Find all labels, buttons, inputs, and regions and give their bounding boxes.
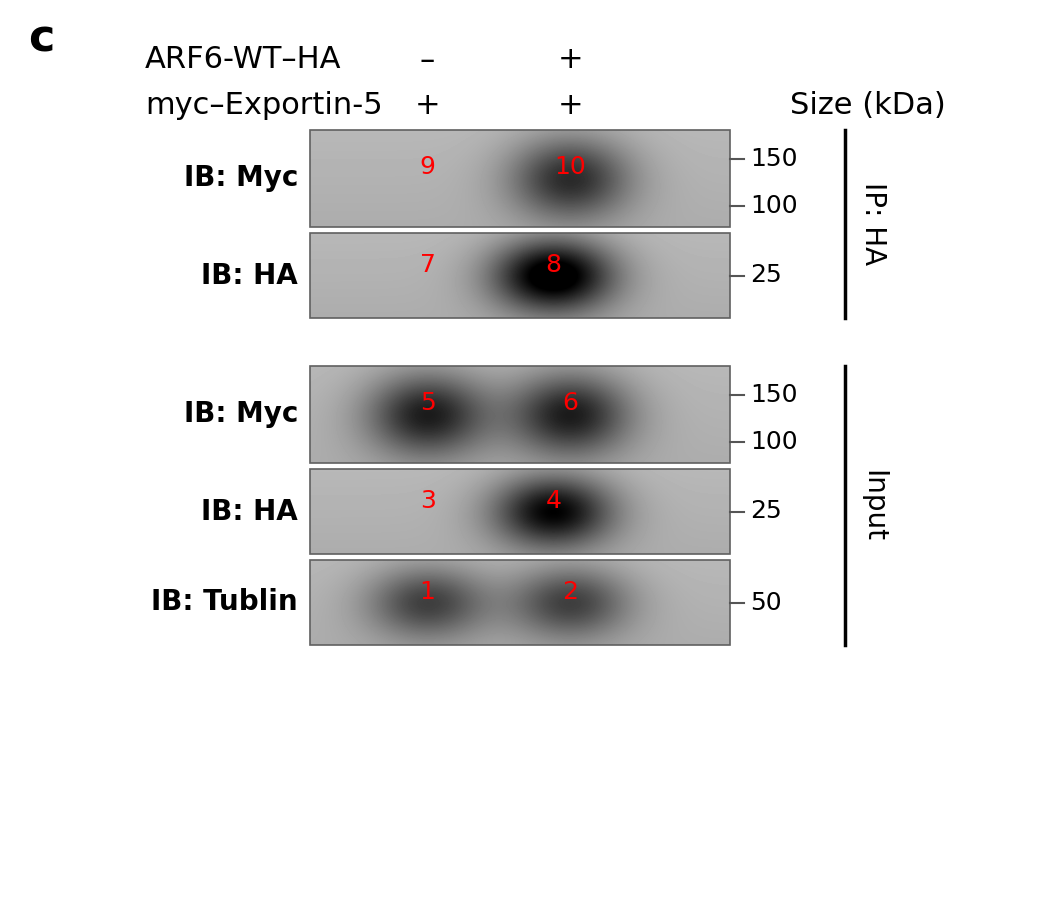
Text: 7: 7 [419,253,435,277]
Text: IB: Myc: IB: Myc [184,165,298,192]
Text: 1: 1 [419,580,435,604]
Text: IB: HA: IB: HA [201,262,298,289]
Text: Input: Input [859,469,887,542]
Text: 10: 10 [554,155,586,178]
Text: Size (kDa): Size (kDa) [790,91,946,120]
Text: IP: HA: IP: HA [859,182,887,265]
Bar [310,560,730,645]
Text: IB: Myc: IB: Myc [184,401,298,428]
Bar [310,366,730,463]
Text: 100: 100 [750,194,798,218]
Bar [310,130,730,227]
Text: 4: 4 [546,490,562,513]
Text: 5: 5 [419,391,435,414]
Text: 2: 2 [563,580,578,604]
Text: 6: 6 [563,391,578,414]
Text: 150: 150 [750,383,797,407]
Bar [310,233,730,318]
Text: myc–Exportin-5: myc–Exportin-5 [145,91,383,120]
Bar [310,469,730,554]
Text: 9: 9 [419,155,435,178]
Text: 8: 8 [546,253,562,277]
Text: 25: 25 [750,500,781,523]
Text: c: c [28,17,54,60]
Text: 25: 25 [750,264,781,287]
Text: 150: 150 [750,147,797,171]
Text: +: + [558,91,584,120]
Text: 100: 100 [750,430,798,454]
Text: +: + [415,91,440,120]
Text: IB: HA: IB: HA [201,498,298,525]
Text: +: + [558,46,584,74]
Text: IB: Tublin: IB: Tublin [152,588,298,617]
Text: 3: 3 [419,490,435,513]
Text: ARF6-WT–HA: ARF6-WT–HA [145,46,341,74]
Text: –: – [420,46,435,74]
Text: 50: 50 [750,590,781,615]
